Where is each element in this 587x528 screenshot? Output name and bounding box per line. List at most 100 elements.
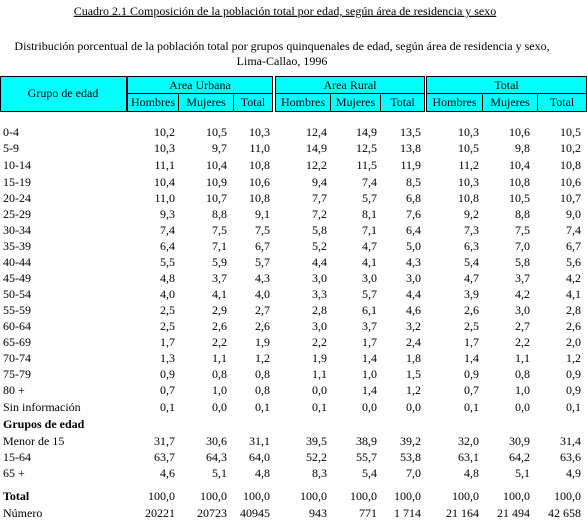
cell-value: 5,8 — [515, 255, 530, 269]
cell-value: 1,2 — [566, 351, 581, 365]
cell-value: 8,8 — [212, 207, 227, 221]
cell-value: 0,9 — [566, 367, 581, 381]
row-label: Número — [3, 506, 42, 520]
cell-value: 20723 — [197, 506, 227, 520]
cell-value: 2,4 — [406, 335, 421, 349]
cell-value: 6,4 — [406, 223, 421, 237]
cell-value: 4,3 — [255, 271, 270, 285]
cell-value: 7,5 — [515, 223, 530, 237]
row-label: 75-79 — [3, 367, 31, 381]
row-label: 15-64 — [3, 450, 31, 464]
cell-value: 5,9 — [212, 255, 227, 269]
cell-value: 5,7 — [362, 191, 377, 205]
cell-value: 4,2 — [515, 287, 530, 301]
cell-value: 0,1 — [255, 400, 270, 414]
cell-value: 2,5 — [160, 303, 175, 317]
cell-value: 14,9 — [356, 125, 377, 139]
cell-value: 2,5 — [464, 319, 479, 333]
cell-value: 1,0 — [212, 383, 227, 397]
cell-value: 2,6 — [255, 319, 270, 333]
cell-value: 3,2 — [406, 319, 421, 333]
cell-value: 31,7 — [154, 434, 175, 448]
cell-value: 1 714 — [394, 506, 421, 520]
cell-value: 4,4 — [406, 287, 421, 301]
cell-value: 5,0 — [406, 239, 421, 253]
cell-value: 4,6 — [406, 303, 421, 317]
cell-value: 2,6 — [212, 319, 227, 333]
cell-value: 32,0 — [458, 434, 479, 448]
cell-value: 5,4 — [362, 466, 377, 480]
cell-value: 10,8 — [249, 158, 270, 172]
cell-value: 2,7 — [255, 303, 270, 317]
cell-value: 55,7 — [356, 450, 377, 464]
cell-value: 12,4 — [306, 125, 327, 139]
cell-value: 10,8 — [249, 191, 270, 205]
cell-value: 7,4 — [566, 223, 581, 237]
cell-value: 7,1 — [212, 239, 227, 253]
cell-value: 0,1 — [312, 400, 327, 414]
cell-value: 6,7 — [255, 239, 270, 253]
cell-value: 9,0 — [566, 207, 581, 221]
cell-value: 52,2 — [306, 450, 327, 464]
cell-value: 10,5 — [560, 125, 581, 139]
cell-value: 7,0 — [515, 239, 530, 253]
cell-value: 3,7 — [515, 271, 530, 285]
cell-value: 10,3 — [249, 125, 270, 139]
cell-value: 53,8 — [400, 450, 421, 464]
cell-value: 0,1 — [566, 400, 581, 414]
cell-value: 63,6 — [560, 450, 581, 464]
cell-value: 21 494 — [497, 506, 530, 520]
cell-value: 2,2 — [212, 335, 227, 349]
cell-value: 0,9 — [566, 383, 581, 397]
cell-value: 1,7 — [464, 335, 479, 349]
cell-value: 63,7 — [154, 450, 175, 464]
cell-value: 1,4 — [362, 351, 377, 365]
cell-value: 1,9 — [312, 351, 327, 365]
cell-value: 5,4 — [464, 255, 479, 269]
cell-value: 4,0 — [160, 287, 175, 301]
cell-value: 100,0 — [350, 489, 377, 503]
cell-value: 0,0 — [312, 383, 327, 397]
cell-value: 2,8 — [312, 303, 327, 317]
cell-value: 4,0 — [255, 287, 270, 301]
cell-value: 31,4 — [560, 434, 581, 448]
cell-value: 10,3 — [458, 175, 479, 189]
cell-value: 100,0 — [148, 489, 175, 503]
cell-value: 10,5 — [206, 125, 227, 139]
column-header: Hombres — [131, 95, 175, 109]
row-label: 0-4 — [3, 125, 19, 139]
cell-value: 5,1 — [515, 466, 530, 480]
cell-value: 7,4 — [160, 223, 175, 237]
cell-value: 10,8 — [560, 158, 581, 172]
cell-value: 3,0 — [362, 271, 377, 285]
cell-value: 1,8 — [406, 351, 421, 365]
row-label: 10-14 — [3, 158, 31, 172]
cell-value: 2,9 — [212, 303, 227, 317]
row-label: 65 + — [3, 466, 25, 480]
row-label: 40-44 — [3, 255, 31, 269]
cell-value: 10,7 — [206, 191, 227, 205]
cell-value: 7,5 — [212, 223, 227, 237]
cell-value: 771 — [359, 506, 377, 520]
cell-value: 1,1 — [212, 351, 227, 365]
cell-value: 0,0 — [406, 400, 421, 414]
row-label: 65-69 — [3, 335, 31, 349]
cell-value: 9,4 — [312, 175, 327, 189]
cell-value: 4,2 — [566, 271, 581, 285]
cell-value: 8,1 — [362, 207, 377, 221]
cell-value: 3,0 — [515, 303, 530, 317]
area-header: Area Rural — [324, 78, 378, 92]
column-header: Mujeres — [490, 95, 530, 109]
cell-value: 10,8 — [509, 175, 530, 189]
row-label: 25-29 — [3, 207, 31, 221]
cell-value: 100,0 — [394, 489, 421, 503]
cell-value: 10,6 — [509, 125, 530, 139]
cell-value: 38,9 — [356, 434, 377, 448]
cell-value: 42 658 — [548, 506, 581, 520]
cell-value: 6,4 — [160, 239, 175, 253]
cell-value: 0,8 — [212, 367, 227, 381]
cell-value: 1,2 — [406, 383, 421, 397]
cell-value: 7,1 — [362, 223, 377, 237]
cell-value: 8,5 — [406, 175, 421, 189]
